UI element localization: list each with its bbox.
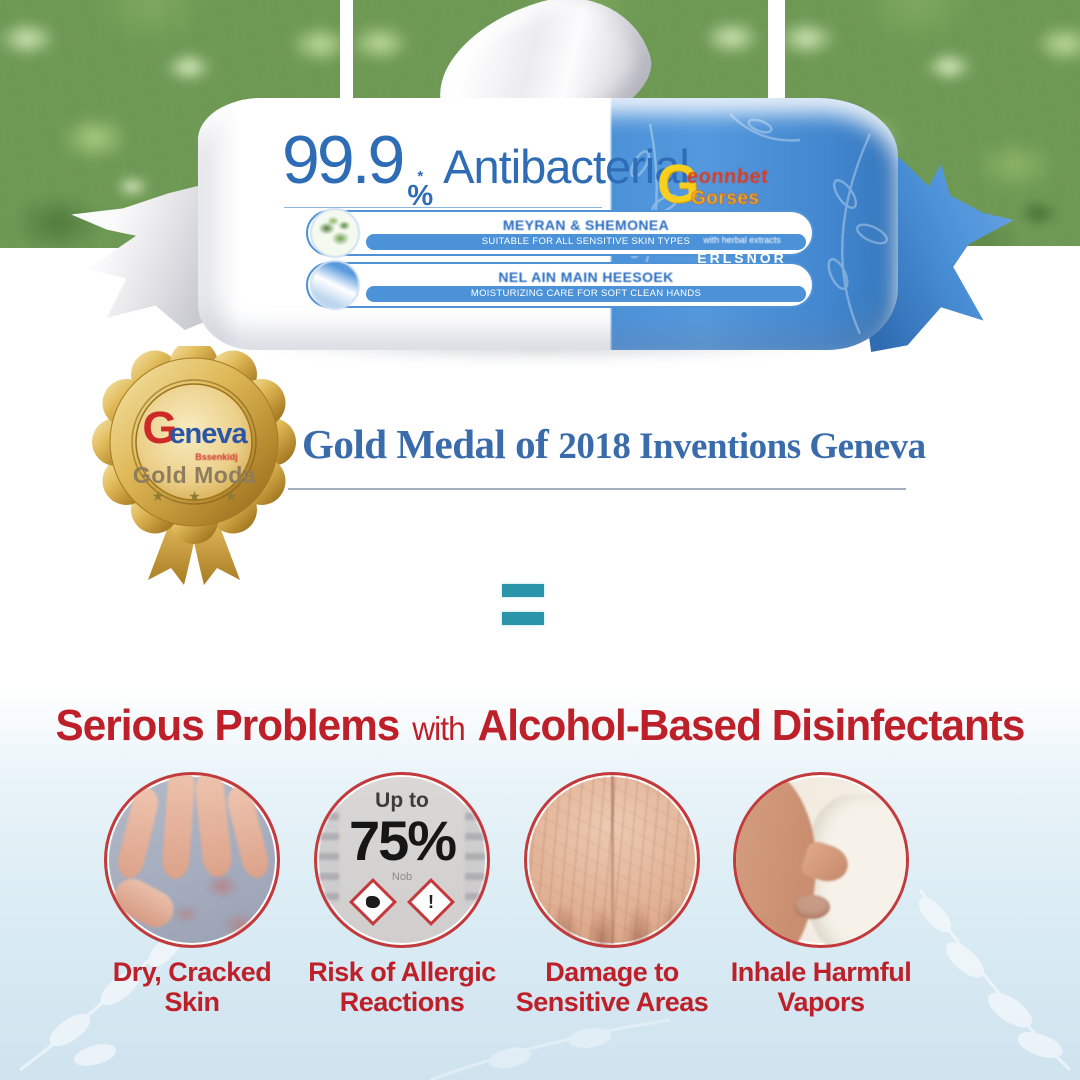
medal-brand: G eneva <box>92 402 297 453</box>
blurred-shelf-left <box>319 793 339 905</box>
heading-connector: with <box>412 710 465 747</box>
problem-caption: Risk of Allergic Reactions <box>308 957 496 1017</box>
brand-word-bottom: Gorses <box>691 188 760 210</box>
feature-pill-herbal: MEYRAN & SHEMONEA SUITABLE FOR ALL SENSI… <box>306 208 814 258</box>
brand-word-top: eonnbet <box>686 166 770 188</box>
percent-sign: % <box>407 180 434 212</box>
award-caption-lead: Gold Medal of <box>302 421 549 467</box>
medal-graphic <box>92 340 296 585</box>
claim-percentage: 99.9 <box>282 122 405 198</box>
feature-subtitle: SUITABLE FOR ALL SENSITIVE SKIN TYPES <box>366 234 806 250</box>
brand-initial: G <box>657 154 700 214</box>
irritated-hands-photo <box>104 772 280 948</box>
leaf-branch-art <box>429 1018 671 1080</box>
exclamation-diamond-icon: ! <box>406 877 456 927</box>
problems-heading: Serious Problems with Alcohol-Based Disi… <box>22 701 1059 751</box>
brand-tagline-2: with herbal extracts <box>703 235 781 245</box>
claim-underline <box>284 207 602 208</box>
herb-ingredient-icon <box>310 208 360 258</box>
medal-label: Gold Moda <box>132 462 257 488</box>
medal-subtext: Bssenkidj <box>195 452 238 462</box>
blurred-shelf-right <box>465 793 485 905</box>
brand-name: ERLSNOR <box>697 250 787 266</box>
feature-subtitle: MOISTURIZING CARE FOR SOFT CLEAN HANDS <box>366 286 806 302</box>
ghs-hazard-diamond-icon <box>348 877 398 927</box>
medal-brand-name: eneva <box>169 418 247 450</box>
problem-caption: Damage to Sensitive Areas <box>515 957 709 1017</box>
feature-pill-moisture: NEL AIN MAIN HEESOEK MOISTURIZING CARE F… <box>306 260 814 310</box>
feature-title: NEL AIN MAIN HEESOEK <box>498 269 674 285</box>
leaf-branch-art <box>918 889 1072 1072</box>
asterisk-note: * <box>417 168 424 185</box>
medal-brand-initial: G <box>142 402 178 453</box>
stat-value: 75% <box>348 809 457 872</box>
moisture-icon <box>310 260 360 310</box>
antibacterial-claim: 99.9 * % Antibacterial <box>282 122 690 213</box>
feature-title: MEYRAN & SHEMONEA <box>502 217 670 233</box>
award-caption: Gold Medal of 2018 Inventions Geneva <box>302 420 926 468</box>
stat-note: Nob <box>391 871 413 883</box>
allergy-stat-graphic: Up to 75% Nob ! <box>314 772 490 948</box>
award-caption-rest: 2018 Inventions Geneva <box>558 426 926 467</box>
brand-logo-block: G eonnbet Gorses ANTIBACTERIAL WET WIPES… <box>655 154 831 276</box>
heading-bold-end: Alcohol-Based Disinfectants <box>477 701 1026 750</box>
problem-item-dry-skin: Dry, Cracked Skin <box>72 770 312 1038</box>
stat-prefix: Up to <box>375 789 429 812</box>
equals-bar-bottom <box>502 612 544 625</box>
claim-percent-stack: * % <box>407 168 434 212</box>
problem-item-allergic: Up to 75% Nob ! Risk of Allergic Reactio… <box>282 770 522 1038</box>
heading-bold-start: Serious Problems <box>55 701 401 750</box>
warning-icons-row: ! <box>317 877 487 927</box>
brand-tagline-1: ANTIBACTERIAL WET WIPES <box>675 222 809 232</box>
problem-caption: Dry, Cracked Skin <box>112 957 272 1017</box>
gold-medal-badge: G eneva Bssenkidj Gold Moda ★ ★ ★ <box>92 340 297 586</box>
claim-word: Antibacterial <box>443 140 690 193</box>
problem-caption: Inhale Harmful Vapors <box>730 957 912 1017</box>
medal-stars: ★ ★ ★ <box>151 488 248 504</box>
equals-symbol <box>502 584 544 625</box>
award-underline <box>288 488 906 490</box>
problem-item-vapors: Inhale Harmful Vapors <box>701 770 941 1038</box>
face-profile-photo <box>733 772 909 948</box>
open-palms-photo <box>524 772 700 948</box>
equals-bar-top <box>502 584 544 597</box>
problem-item-sensitive-areas: Damage to Sensitive Areas <box>492 770 732 1038</box>
